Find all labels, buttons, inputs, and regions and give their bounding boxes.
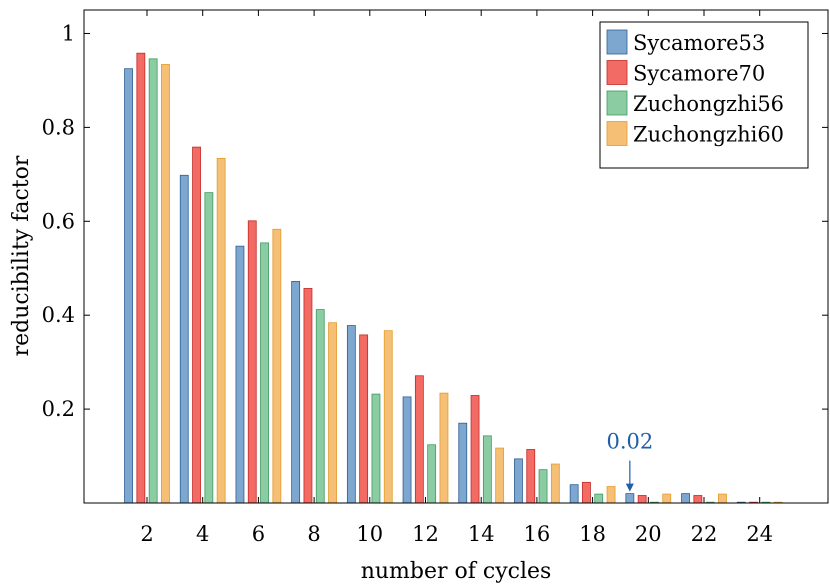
bar-sycamore53-14 [458,422,468,504]
bar-zuchongzhi56-12 [427,444,437,504]
x-tick-label: 8 [307,522,320,546]
bar-zuchongzhi56-6 [260,242,269,504]
bar-zuchongzhi60-8 [328,322,337,504]
bar-zuchongzhi56-10 [371,393,381,504]
bar-sycamore70-10 [359,334,369,504]
x-tick-label: 6 [252,522,265,546]
plot-frame [83,9,829,504]
x-tick-label: 12 [412,522,439,546]
x-tick-label: 22 [691,522,718,546]
bar-zuchongzhi60-20 [662,493,672,504]
y-axis-label: reducibility factor [9,155,34,356]
bar-zuchongzhi56-8 [315,309,325,504]
legend-label-sycamore53: Sycamore53 [633,31,765,55]
x-tick-label: 18 [579,522,606,546]
bar-zuchongzhi56-14 [482,435,492,504]
bar-sycamore53-12 [402,396,412,504]
bar-sycamore70-14 [470,395,480,504]
bar-zuchongzhi56-4 [204,192,214,504]
bar-zuchongzhi60-6 [272,228,282,504]
legend-label-sycamore70: Sycamore70 [633,62,765,86]
bar-sycamore53-10 [346,325,356,504]
bar-sycamore70-16 [526,449,536,504]
bar-sycamore70-22 [693,495,703,504]
bar-zuchongzhi60-16 [550,463,560,504]
y-tick-label: 0.8 [42,115,75,139]
bar-sycamore70-2 [136,52,146,504]
x-tick-label: 10 [356,522,383,546]
bar-sycamore70-4 [192,146,201,504]
y-tick-label: 0.4 [42,303,75,327]
bar-sycamore70-6 [247,220,257,504]
bar-sycamore53-8 [291,280,301,504]
bar-zuchongzhi60-18 [606,486,616,504]
bar-sycamore53-4 [179,174,189,504]
y-tick-label: 0.6 [42,209,75,233]
x-tick-label: 4 [196,522,209,546]
bar-zuchongzhi60-22 [718,493,727,504]
x-tick-label: 14 [468,522,495,546]
annotation-group: 0.02 [606,430,653,492]
bar-sycamore70-12 [414,375,424,504]
bar-sycamore70-18 [582,481,591,504]
ticks-group: 2 4 6 8 10 12 14 16 18 20 22 240.20.40.60.81 [42,10,828,546]
x-tick-label: 24 [746,522,773,546]
bar-sycamore70-20 [637,495,647,504]
legend-swatch-sycamore70 [606,60,628,85]
bar-sycamore53-6 [235,245,245,504]
bar-sycamore53-2 [124,68,133,504]
x-tick-label: 2 [140,522,153,546]
annotation-label: 0.02 [606,430,653,454]
bar-sycamore53-18 [569,484,579,504]
y-tick-label: 1 [62,21,75,45]
x-tick-label: 16 [524,522,551,546]
bars-group [124,52,783,504]
bar-zuchongzhi60-12 [439,392,449,504]
bar-zuchongzhi56-16 [538,469,548,504]
legend-box [599,21,809,169]
x-axis-label: number of cycles [361,559,552,584]
y-tick-label: 0.2 [42,397,75,421]
annotation-arrow-head [625,483,634,492]
bar-zuchongzhi60-4 [216,157,226,504]
bar-zuchongzhi56-2 [148,58,158,504]
bar-zuchongzhi60-14 [495,447,505,504]
bar-zuchongzhi60-10 [383,330,393,504]
legend: Sycamore53 Sycamore70 Zuchongzhi56 Zuchongz… [599,21,809,169]
legend-swatch-sycamore53 [606,29,628,55]
bar-sycamore70-8 [303,288,313,504]
bar-sycamore53-22 [681,493,690,504]
legend-swatch-zuchongzhi60 [606,121,628,146]
bar-zuchongzhi60-2 [161,64,170,504]
x-tick-label: 20 [635,522,662,546]
legend-swatch-zuchongzhi56 [606,90,628,116]
bar-zuchongzhi56-18 [594,493,604,504]
legend-label-zuchongzhi60: Zuchongzhi60 [633,123,784,147]
bar-sycamore53-16 [514,458,523,504]
legend-label-zuchongzhi56: Zuchongzhi56 [633,92,784,116]
bar-sycamore53-20 [625,493,635,504]
